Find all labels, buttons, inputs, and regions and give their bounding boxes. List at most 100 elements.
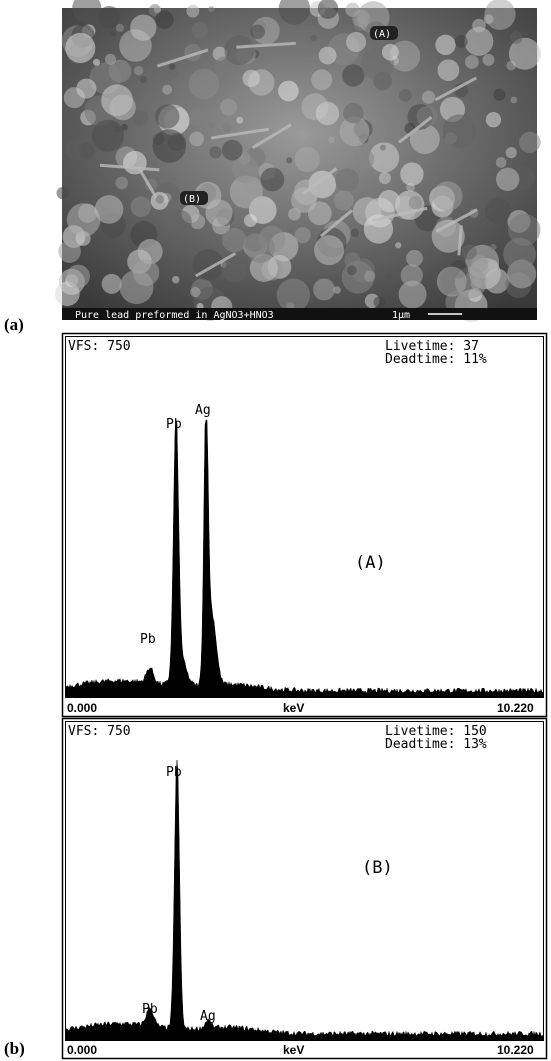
sem-grain bbox=[91, 119, 124, 152]
sem-grain bbox=[416, 105, 438, 127]
livetime: Livetime: 150 bbox=[385, 724, 487, 739]
sem-grain bbox=[191, 21, 208, 39]
vfs: VFS: 750 bbox=[68, 339, 131, 354]
sem-grain bbox=[190, 214, 206, 230]
sem-grain bbox=[346, 31, 367, 52]
panel-label: (b) bbox=[4, 1039, 25, 1058]
sem-grain bbox=[317, 0, 339, 19]
sem-grain bbox=[205, 199, 233, 227]
sem-grain bbox=[101, 273, 122, 294]
sem-grain bbox=[519, 131, 541, 154]
spectrum bbox=[65, 419, 544, 698]
sem-grain bbox=[364, 270, 376, 282]
sem-grain bbox=[490, 243, 497, 251]
sem-grain bbox=[58, 240, 81, 263]
region-label: (B) bbox=[362, 858, 393, 878]
sem-grain bbox=[55, 281, 80, 307]
sem-grain bbox=[132, 259, 160, 286]
sem-grain bbox=[432, 181, 463, 212]
sem-flake bbox=[195, 252, 237, 278]
peak-label: Ag bbox=[195, 403, 211, 418]
deadtime: Deadtime: 13% bbox=[385, 737, 487, 752]
sem-grain bbox=[333, 190, 354, 211]
sem-grain bbox=[170, 243, 180, 253]
sem-grain bbox=[421, 90, 436, 104]
sem-grain bbox=[72, 0, 102, 24]
sem-image bbox=[55, 0, 541, 323]
sem-grain bbox=[76, 78, 97, 99]
sem-grain bbox=[435, 34, 456, 56]
sem-grain bbox=[231, 155, 259, 183]
sem-grain bbox=[313, 278, 336, 301]
plot-frame bbox=[65, 721, 544, 1041]
plot-frame bbox=[65, 336, 544, 698]
sem-flake bbox=[434, 76, 478, 102]
spectrum-frame bbox=[61, 717, 548, 1060]
sem-grain bbox=[276, 278, 311, 312]
sem-grain bbox=[461, 244, 477, 260]
sem-grain bbox=[310, 34, 318, 42]
sem-grain bbox=[454, 35, 468, 48]
sem-grain bbox=[66, 203, 101, 237]
sem-grain bbox=[493, 88, 506, 101]
sem-grain bbox=[155, 104, 180, 129]
sem-grain bbox=[436, 266, 467, 297]
sem-grain bbox=[220, 98, 238, 116]
sem-grain bbox=[510, 96, 518, 104]
sem-flake bbox=[251, 123, 292, 150]
sem-grain bbox=[464, 26, 494, 56]
spectrum bbox=[65, 759, 544, 1041]
sem-grain bbox=[208, 121, 215, 128]
sem-grain bbox=[130, 14, 157, 41]
sem-grain bbox=[442, 114, 477, 148]
sem-grain bbox=[222, 227, 247, 253]
sem-grain bbox=[346, 265, 357, 276]
sem-grain bbox=[162, 84, 173, 95]
marker-a: (A) bbox=[373, 29, 391, 40]
sem-flake bbox=[156, 48, 209, 68]
sem-grain bbox=[172, 275, 180, 284]
sem-grain bbox=[278, 0, 311, 25]
sem-grain bbox=[245, 233, 275, 263]
sem-grain bbox=[400, 162, 424, 186]
sem-grain bbox=[278, 80, 299, 102]
peak-label: Pb bbox=[166, 765, 182, 780]
sem-grain bbox=[503, 237, 536, 271]
caption-bar bbox=[62, 308, 537, 320]
sem-grain bbox=[152, 129, 187, 163]
sem-grain bbox=[92, 58, 101, 66]
sem-grain bbox=[369, 142, 400, 173]
x-end: 10.220 bbox=[497, 1043, 534, 1057]
sem-grain bbox=[155, 10, 174, 29]
sem-grain bbox=[408, 196, 423, 210]
sem-grain bbox=[208, 6, 215, 13]
sem-grain bbox=[121, 123, 128, 131]
sem-flake bbox=[372, 206, 428, 223]
sem-grain bbox=[335, 168, 360, 192]
sem-grain bbox=[133, 110, 149, 126]
sem-grain bbox=[123, 150, 147, 175]
sem-caption: Pure lead preformed in AgNO3+HNO3 bbox=[75, 310, 274, 321]
sem-grain bbox=[495, 157, 507, 168]
sem-grain bbox=[508, 213, 541, 246]
sem-grain bbox=[98, 5, 121, 29]
sem-grain bbox=[291, 187, 317, 213]
sem-grain bbox=[209, 146, 222, 159]
sem-grain bbox=[56, 186, 69, 200]
sem-grain bbox=[344, 252, 361, 269]
sem-grain bbox=[373, 296, 386, 309]
sem-grain bbox=[242, 69, 260, 88]
sem-grain bbox=[482, 53, 495, 66]
sem-grain bbox=[78, 142, 96, 160]
sem-grain bbox=[379, 144, 387, 151]
sem-grain bbox=[250, 24, 265, 40]
sem-grain bbox=[245, 176, 263, 195]
sem-grain bbox=[464, 55, 479, 69]
sem-grain bbox=[155, 195, 165, 204]
sem-grain bbox=[395, 242, 402, 249]
vfs: VFS: 750 bbox=[68, 724, 131, 739]
x-end: 10.220 bbox=[497, 701, 534, 715]
livetime: Livetime: 37 bbox=[385, 339, 479, 354]
